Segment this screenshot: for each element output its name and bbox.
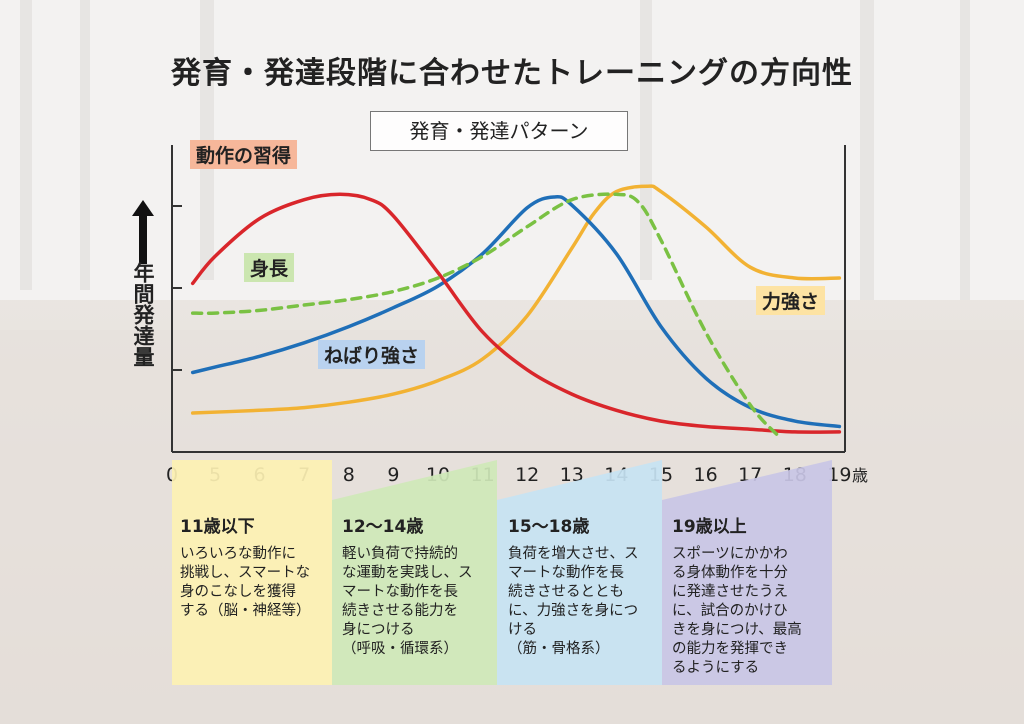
stage-text-4: 19歳以上 スポーツにかかわ る身体動作を十分 に発達させたうえ に、試合のかけ… xyxy=(672,518,822,678)
chart-subtitle: 発育・発達パターン xyxy=(370,111,628,151)
stage-panel-4 xyxy=(662,460,832,685)
stage-title: 19歳以上 xyxy=(672,517,747,537)
series-label-height: 身長 xyxy=(244,253,295,282)
series-line-stickiness xyxy=(190,194,842,429)
x-unit-label: 歳 xyxy=(852,466,868,485)
series-label-stickiness: ねばり強さ xyxy=(318,340,426,369)
series-line-height xyxy=(190,192,779,437)
x-tick-label: 9 xyxy=(387,464,399,486)
x-tick-label: 16 xyxy=(694,464,718,486)
up-arrow-icon xyxy=(132,200,154,264)
stage-text-3: 15～18歳 負荷を増大させ、ス マートな動作を長 続きさせるととも に、力強さ… xyxy=(508,518,658,659)
x-tick-label: 12 xyxy=(515,464,539,486)
stage-panel-2 xyxy=(332,460,497,685)
stage-panel-1 xyxy=(172,460,332,685)
stage-panel-3 xyxy=(497,460,662,685)
stage-text-1: 11歳以下 いろいろな動作に 挑戦し、スマートな 身のこなしを獲得 する（脳・神… xyxy=(180,518,330,621)
series-label-motion: 動作の習得 xyxy=(190,140,298,169)
stage-body: 軽い負荷で持続的 な運動を実践し、ス マートな動作を長 続きさせる能力を 身につ… xyxy=(342,546,473,657)
series-label-strength: 力強さ xyxy=(756,286,826,315)
y-axis-label: 年間発達量 xyxy=(131,262,155,367)
stage-title: 11歳以下 xyxy=(180,517,255,537)
stage-title: 12～14歳 xyxy=(342,517,424,537)
stage-body: スポーツにかかわ る身体動作を十分 に発達させたうえ に、試合のかけひ きを身に… xyxy=(672,546,802,676)
series-line-motion xyxy=(190,192,842,434)
stage-title: 15～18歳 xyxy=(508,517,590,537)
stage-panels xyxy=(172,460,832,685)
x-tick-label: 8 xyxy=(343,464,355,486)
page-title: 発育・発達段階に合わせたトレーニングの方向性 xyxy=(171,56,853,91)
x-tick-label: 19 xyxy=(827,464,851,486)
stage-body: 負荷を増大させ、ス マートな動作を長 続きさせるととも に、力強さを身につ ける… xyxy=(508,546,639,657)
stage-text-2: 12～14歳 軽い負荷で持続的 な運動を実践し、ス マートな動作を長 続きさせる… xyxy=(342,518,492,659)
series-line-strength xyxy=(190,184,842,415)
stage-body: いろいろな動作に 挑戦し、スマートな 身のこなしを獲得 する（脳・神経等） xyxy=(180,546,311,619)
